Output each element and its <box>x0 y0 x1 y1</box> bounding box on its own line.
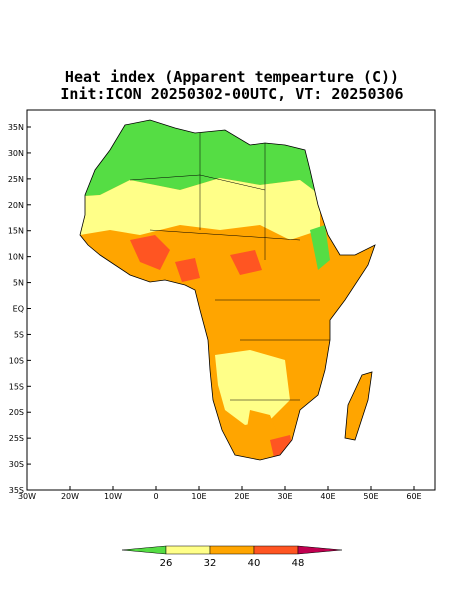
colorbar-label: 32 <box>204 558 217 569</box>
title: Heat index (Apparent tempearture (C)) <box>65 68 399 86</box>
lon-tick-label: 30W <box>18 492 36 501</box>
colorbar-label: 48 <box>292 558 305 569</box>
lon-tick-label: 60E <box>406 492 421 501</box>
colorbar-label: 40 <box>248 558 261 569</box>
colorbar-swatch <box>165 545 211 555</box>
lat-tick-label: 35S <box>9 486 24 495</box>
lon-tick-label: 10W <box>104 492 122 501</box>
colorbar-swatch <box>253 545 299 555</box>
lat-tick-label: 25N <box>8 175 24 184</box>
lat-tick-label: 15S <box>9 382 24 391</box>
lon-tick-label: 50E <box>363 492 378 501</box>
lat-tick-label: 30S <box>9 460 24 469</box>
lat-tick-label: 15N <box>8 227 24 236</box>
lat-tick-label: 20N <box>8 201 24 210</box>
subtitle: Init:ICON 20250302-00UTC, VT: 20250306 <box>60 85 403 103</box>
lon-tick-label: 0 <box>153 492 158 501</box>
lon-tick-label: 10E <box>191 492 206 501</box>
lat-tick-label: 25S <box>9 434 24 443</box>
lat-tick-label: 30N <box>8 149 24 158</box>
lon-tick-label: 40E <box>320 492 335 501</box>
colorbar-swatch <box>297 545 343 555</box>
colorbar-label: 26 <box>160 558 173 569</box>
lat-tick-label: 5S <box>14 330 24 339</box>
lat-tick-label: 10N <box>8 253 24 262</box>
colorbar: 26 32 40 48 <box>121 545 343 569</box>
lat-tick-label: 20S <box>9 408 24 417</box>
lat-tick-label: 5N <box>13 279 24 288</box>
colorbar-swatch <box>209 545 255 555</box>
colorbar-swatch <box>121 545 167 555</box>
lon-tick-label: 20W <box>61 492 79 501</box>
lat-tick-label: EQ <box>13 305 24 314</box>
lon-tick-label: 20E <box>234 492 249 501</box>
lat-tick-label: 35N <box>8 123 24 132</box>
coastline <box>79 119 376 461</box>
lat-ticks: 35N 30N 25N 20N 15N 10N 5N EQ 5S 10S 15S 20S 25S 30S 3… <box>8 123 31 495</box>
lon-ticks: 30W 20W 10W 0 10E 20E 30E 40E 50E 60E <box>18 486 422 501</box>
lat-tick-label: 10S <box>9 356 24 365</box>
lon-tick-label: 30E <box>277 492 292 501</box>
